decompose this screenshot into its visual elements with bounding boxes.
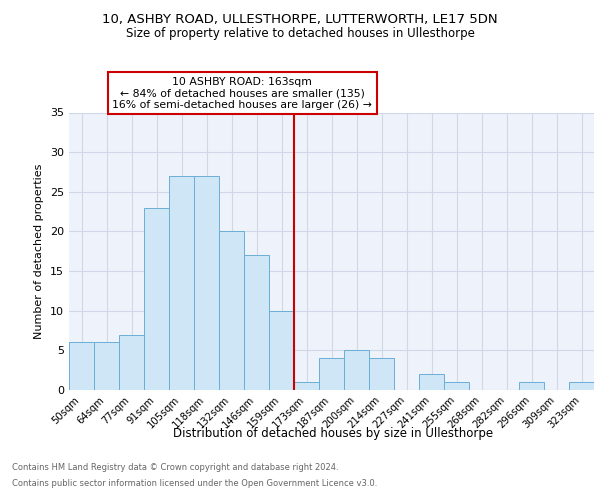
Bar xyxy=(569,382,594,390)
Bar xyxy=(369,358,394,390)
Bar xyxy=(519,382,544,390)
Text: Distribution of detached houses by size in Ullesthorpe: Distribution of detached houses by size … xyxy=(173,428,493,440)
Bar xyxy=(119,334,144,390)
Bar xyxy=(244,255,269,390)
Bar xyxy=(294,382,319,390)
Bar xyxy=(344,350,369,390)
Text: Size of property relative to detached houses in Ullesthorpe: Size of property relative to detached ho… xyxy=(125,28,475,40)
Bar xyxy=(194,176,219,390)
Y-axis label: Number of detached properties: Number of detached properties xyxy=(34,164,44,339)
Bar xyxy=(419,374,444,390)
Text: 10 ASHBY ROAD: 163sqm
← 84% of detached houses are smaller (135)
16% of semi-det: 10 ASHBY ROAD: 163sqm ← 84% of detached … xyxy=(112,76,372,110)
Text: 10, ASHBY ROAD, ULLESTHORPE, LUTTERWORTH, LE17 5DN: 10, ASHBY ROAD, ULLESTHORPE, LUTTERWORTH… xyxy=(102,12,498,26)
Bar xyxy=(144,208,169,390)
Bar xyxy=(444,382,469,390)
Bar xyxy=(169,176,194,390)
Bar xyxy=(319,358,344,390)
Bar xyxy=(69,342,94,390)
Text: Contains public sector information licensed under the Open Government Licence v3: Contains public sector information licen… xyxy=(12,478,377,488)
Bar xyxy=(94,342,119,390)
Bar xyxy=(269,310,294,390)
Bar xyxy=(219,232,244,390)
Text: Contains HM Land Registry data © Crown copyright and database right 2024.: Contains HM Land Registry data © Crown c… xyxy=(12,464,338,472)
